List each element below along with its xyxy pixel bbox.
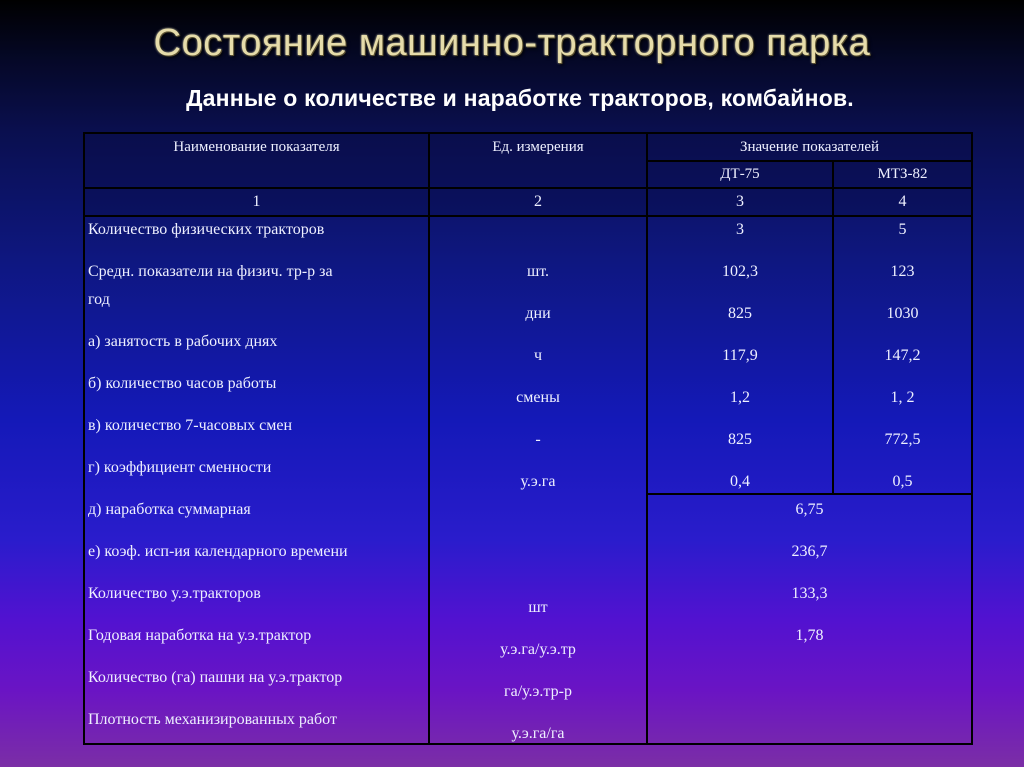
indicator-row: а) занятость в рабочих днях (88, 333, 278, 350)
indicator-row: Годовая наработка на у.э.трактор (88, 627, 312, 644)
indicator-row: Количество у.э.тракторов (88, 585, 261, 602)
header-mtz82: МТЗ-82 (877, 166, 928, 182)
mtz82-value: 1030 (886, 305, 919, 322)
unit-cell: у.э.га (520, 473, 556, 490)
mtz82-value: 0,5 (892, 473, 913, 490)
header-dt75: ДТ-75 (720, 166, 760, 182)
indicator-row: е) коэф. исп-ия календарного времени (88, 543, 348, 560)
unit-cell: смены (516, 389, 560, 406)
dt75-value: 0,4 (730, 473, 750, 490)
indicator-row: год (88, 291, 110, 308)
divider-col3 (832, 160, 834, 495)
merged-value: 133,3 (791, 585, 828, 602)
dt75-value: 3 (736, 221, 744, 238)
unit-cell: шт. (526, 263, 550, 280)
header-unit: Ед. измерения (492, 139, 584, 155)
divider-col1 (428, 134, 430, 743)
dt75-value: 102,3 (722, 263, 758, 280)
mtz82-value: 1, 2 (890, 389, 915, 406)
merged-value: 6,75 (795, 501, 824, 518)
indicator-row: Количество физических тракторов (88, 221, 325, 238)
divider-col2 (646, 134, 648, 743)
indicator-row: в) количество 7-часовых смен (88, 417, 293, 434)
header-shading (85, 134, 971, 217)
mtz82-value: 123 (890, 263, 915, 280)
unit-cell: дни (525, 305, 551, 322)
divider-merged (648, 493, 971, 495)
slide-subtitle: Данные о количестве и наработке тракторо… (186, 85, 854, 111)
mtz82-value: 147,2 (884, 347, 921, 364)
colnum-1: 1 (252, 193, 261, 210)
unit-cell: у.э.га/у.э.тр (500, 641, 576, 658)
header-values-group: Значение показателей (739, 139, 880, 155)
slide-title: Состояние машинно-тракторного парка (153, 22, 871, 64)
indicator-row: д) наработка суммарная (88, 501, 251, 518)
indicator-row: г) коэффициент сменности (88, 459, 272, 476)
divider-header (85, 187, 971, 189)
data-table: Наименование показателя Ед. измерения Зн… (83, 132, 973, 745)
mtz82-value: 5 (898, 221, 907, 238)
dt75-value: 825 (728, 431, 752, 448)
colnum-4: 4 (898, 193, 907, 210)
indicator-row: Количество (га) пашни на у.э.трактор (88, 669, 343, 686)
header-indicator: Наименование показателя (173, 139, 340, 155)
unit-cell: шт (528, 599, 548, 616)
unit-cell: ч (533, 347, 543, 364)
unit-cell: га/у.э.тр-р (504, 683, 572, 700)
dt75-value: 117,9 (722, 347, 758, 364)
merged-value: 1,78 (795, 627, 824, 644)
indicator-row: б) количество часов работы (88, 375, 277, 392)
unit-cell: - (535, 431, 541, 448)
dt75-value: 825 (728, 305, 752, 322)
dt75-value: 1,2 (730, 389, 750, 406)
merged-value: 236,7 (791, 543, 828, 560)
mtz82-value: 772,5 (884, 431, 921, 448)
indicator-row: Плотность механизированных работ (88, 711, 337, 728)
divider-numbers (85, 215, 971, 217)
unit-cell: у.э.га/га (511, 725, 565, 742)
indicator-row: Средн. показатели на физич. тр-р за (88, 263, 333, 280)
divider-subheader (648, 160, 971, 162)
colnum-3: 3 (736, 193, 744, 210)
colnum-2: 2 (534, 193, 542, 210)
